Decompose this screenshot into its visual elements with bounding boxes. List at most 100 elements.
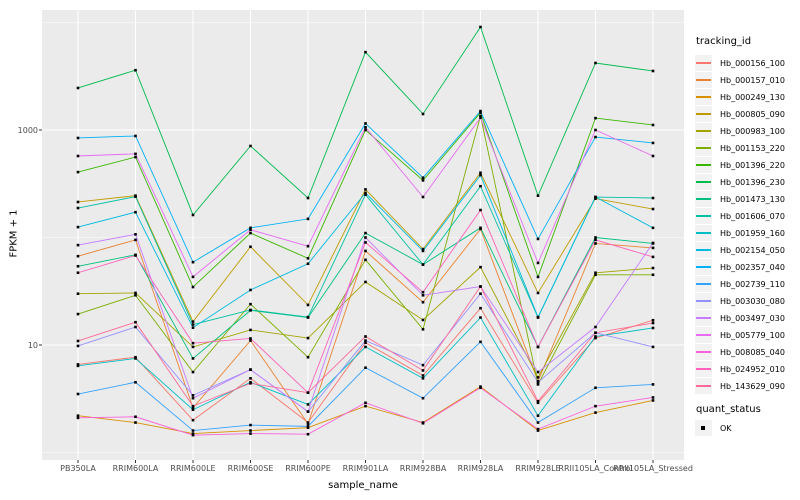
legend-entry-label: Hb_143629_090 — [720, 382, 785, 391]
legend-line-swatch — [696, 249, 711, 251]
data-point — [536, 370, 540, 374]
x-tick-label: RRIM600PE — [285, 464, 331, 473]
data-point — [306, 410, 310, 413]
data-point — [134, 254, 137, 257]
data-point — [536, 345, 540, 349]
legend-entry-label: Hb_001396_230 — [720, 178, 785, 187]
data-point — [364, 249, 367, 253]
legend-line-swatch — [696, 317, 711, 319]
data-point — [306, 391, 310, 394]
data-point — [191, 432, 195, 435]
legend-entry: Hb_003497_030 — [695, 310, 799, 327]
legend-key-box — [695, 55, 712, 71]
data-point — [364, 241, 367, 244]
data-point — [76, 243, 80, 247]
legend-line-swatch — [696, 266, 711, 268]
data-point — [536, 261, 540, 265]
legend-entry-label: Hb_003030_080 — [720, 297, 785, 306]
legend-key-box — [695, 72, 712, 88]
data-point — [134, 421, 137, 424]
data-point — [134, 210, 137, 214]
data-point — [134, 233, 137, 236]
data-point — [536, 380, 540, 384]
data-point — [76, 392, 80, 396]
legend-line-swatch — [696, 368, 711, 370]
legend-entry-label: Hb_005779_100 — [720, 331, 785, 340]
legend-line-swatch — [696, 62, 711, 64]
data-point — [651, 266, 655, 270]
legend-entry: Hb_024952_010 — [695, 361, 799, 378]
data-point — [651, 141, 655, 145]
data-point — [306, 432, 310, 436]
legend-entry-label: Hb_000156_100 — [720, 59, 785, 68]
legend-entry: Hb_001396_220 — [695, 157, 799, 174]
data-point — [594, 273, 597, 277]
data-point — [651, 69, 655, 73]
data-point — [421, 112, 425, 116]
data-point — [364, 125, 367, 129]
data-point — [594, 135, 597, 139]
x-tick-label: PB350LA — [60, 464, 96, 473]
data-point — [536, 237, 540, 241]
data-point — [191, 429, 195, 432]
legend-line-swatch — [696, 147, 711, 149]
legend-entry-label: Hb_001959_160 — [720, 229, 785, 238]
data-point — [594, 195, 597, 199]
data-point — [594, 238, 597, 242]
data-point — [306, 217, 310, 221]
data-point — [651, 326, 655, 330]
data-point — [421, 176, 425, 179]
data-point — [191, 357, 195, 360]
y-axis-title: FPKM + 1 — [8, 209, 20, 258]
data-point — [134, 152, 137, 156]
data-point — [651, 196, 655, 200]
data-point — [306, 336, 310, 340]
x-axis-title: sample_name — [328, 480, 398, 491]
legend-entry: Hb_000157_010 — [695, 72, 799, 89]
data-point — [536, 291, 540, 295]
x-tick-label: RRII105LA_Control — [558, 464, 633, 473]
legend-key-box — [695, 327, 712, 343]
data-point — [364, 258, 367, 262]
legend-entry-label: Hb_024952_010 — [720, 365, 785, 374]
data-point — [479, 226, 482, 230]
legend-key-box — [695, 106, 712, 122]
x-tick-label: RRIM928LA — [457, 464, 504, 473]
legend-entry: Hb_001396_230 — [695, 174, 799, 191]
data-point — [594, 116, 597, 120]
data-point — [191, 408, 195, 412]
legend-key-box — [695, 225, 712, 241]
data-point — [134, 68, 137, 72]
legend-entry-label: Hb_001396_220 — [720, 161, 785, 170]
data-point — [594, 236, 597, 239]
data-point — [191, 396, 195, 400]
data-point — [76, 363, 80, 366]
legend-line-swatch — [696, 351, 711, 353]
data-point — [479, 109, 482, 113]
legend-entry-label: Hb_002357_040 — [720, 263, 785, 272]
data-point — [191, 394, 195, 397]
data-point — [191, 275, 195, 279]
data-point — [191, 260, 195, 264]
data-point — [421, 421, 425, 425]
x-tick-label: RRIM600LA — [112, 464, 159, 473]
data-point — [76, 344, 80, 348]
data-point — [594, 386, 597, 390]
y-tick-label: 10 — [27, 341, 38, 350]
data-point — [134, 293, 137, 297]
legend-entry-label: Hb_000805_090 — [720, 110, 785, 119]
data-point — [191, 323, 195, 326]
legend-entry-label: Hb_008085_040 — [720, 348, 785, 357]
legend-entry: Hb_002357_040 — [695, 259, 799, 276]
data-point — [479, 292, 482, 296]
legend-entry: Hb_143629_090 — [695, 378, 799, 395]
data-point — [364, 280, 367, 284]
legend-line-swatch — [696, 113, 711, 115]
data-point — [306, 315, 310, 319]
data-point — [421, 249, 425, 253]
data-point — [364, 366, 367, 369]
data-point — [134, 325, 137, 329]
data-point — [421, 396, 425, 400]
data-point — [651, 246, 655, 250]
data-point — [76, 414, 80, 417]
